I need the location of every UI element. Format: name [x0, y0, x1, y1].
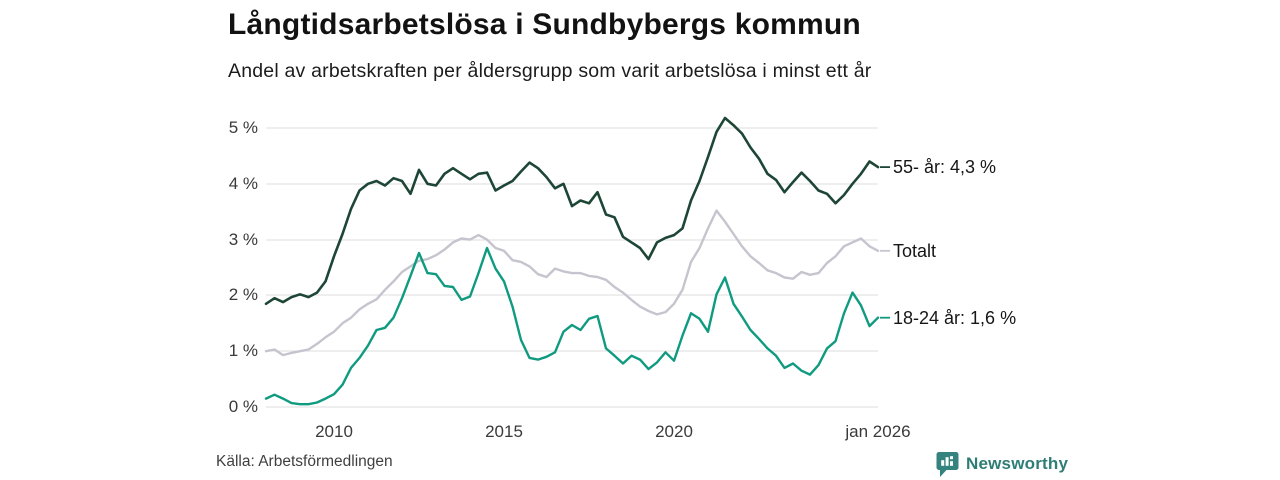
x-tick-label-jan-2026: jan 2026: [845, 422, 911, 441]
source-note: Källa: Arbetsförmedlingen: [216, 453, 393, 470]
y-tick-label-5: 5 %: [228, 118, 258, 137]
y-tick-label-2: 2 %: [228, 285, 258, 304]
y-tick-label-4: 4 %: [228, 174, 258, 193]
brand-name: Newsworthy: [966, 454, 1069, 473]
x-tick-label-2015: 2015: [485, 422, 523, 441]
y-tick-label-1: 1 %: [228, 341, 258, 360]
series-label-18-24: 18-24 år: 1,6 %: [893, 308, 1017, 328]
series-label-55: 55- år: 4,3 %: [893, 157, 997, 177]
x-tick-label-2020: 2020: [655, 422, 693, 441]
page-title: Långtidsarbetslösa i Sundbybergs kommun: [228, 8, 861, 41]
series-line-totalt: [264, 209, 880, 357]
bar-chart-speech-bubble-icon: [936, 451, 959, 477]
y-tick-label-3: 3 %: [228, 230, 258, 249]
series-line-18-24: [264, 246, 880, 406]
x-tick-label-2010: 2010: [315, 422, 353, 441]
brand-logo: Newsworthy: [936, 450, 1068, 478]
gridlines: [266, 127, 878, 408]
series-label-totalt: Totalt: [893, 241, 937, 261]
page-subtitle: Andel av arbetskraften per åldersgrupp s…: [228, 60, 872, 82]
y-tick-label-0: 0 %: [228, 397, 258, 416]
series-line-55: [264, 116, 880, 306]
